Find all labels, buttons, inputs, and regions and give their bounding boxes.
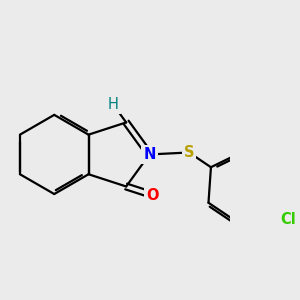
- Text: H: H: [108, 97, 119, 112]
- Text: S: S: [184, 145, 194, 160]
- Text: O: O: [146, 188, 159, 202]
- Text: Cl: Cl: [280, 212, 296, 227]
- Text: N: N: [143, 147, 156, 162]
